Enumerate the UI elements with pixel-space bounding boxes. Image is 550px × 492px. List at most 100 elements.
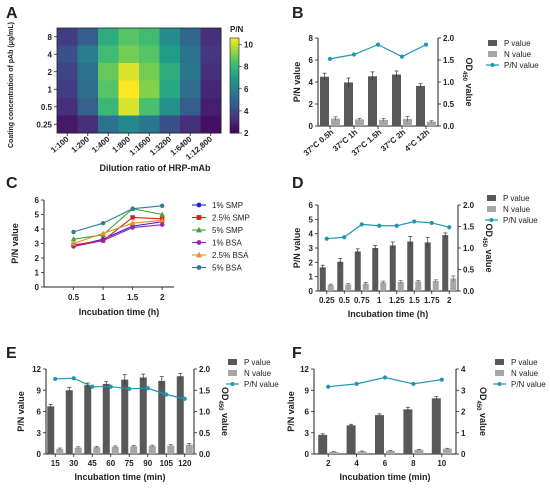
- series-point: [159, 211, 165, 217]
- y2-tick-label: 2.0: [199, 365, 211, 374]
- legend-swatch-marker: [196, 215, 202, 220]
- heatmap-cell: [98, 45, 119, 64]
- colorbar-segment: [230, 66, 239, 70]
- pn-value-point: [377, 223, 382, 228]
- pn-value-point: [108, 384, 113, 389]
- n-value-bar: [56, 448, 64, 454]
- x-tick-label: 90: [143, 459, 152, 468]
- legend-n-value-swatch: [495, 370, 504, 376]
- pn-value-point: [127, 386, 132, 391]
- y-tick-label: 5: [309, 215, 314, 224]
- heatmap-x-tick-label: 1:200: [70, 134, 92, 154]
- heatmap-cell: [118, 63, 140, 81]
- heatmap-cell: [139, 98, 160, 116]
- p-value-bar: [424, 242, 431, 291]
- colorbar-segment: [230, 130, 239, 134]
- legend-label: 5% SMP: [212, 226, 243, 235]
- series-line: [73, 205, 163, 233]
- pn-value-point: [382, 375, 388, 380]
- series-point: [159, 222, 165, 227]
- y2-tick-label: 1.5: [199, 386, 211, 395]
- heatmap-cell: [200, 63, 222, 81]
- colorbar-segment: [230, 109, 239, 113]
- y2-axis-title: OD450 value: [475, 387, 488, 436]
- y2-tick-label: 0: [461, 450, 466, 459]
- colorbar-segment: [230, 64, 239, 67]
- p-value-bar: [121, 379, 129, 454]
- y-tick-label: 3: [37, 429, 42, 438]
- legend-label: 1% SMP: [212, 201, 243, 210]
- heatmap-cell: [200, 80, 222, 99]
- pn-value-point: [90, 384, 95, 389]
- panel-letter-c: C: [6, 175, 18, 192]
- n-value-bar: [379, 119, 388, 126]
- heatmap-cell: [139, 80, 160, 99]
- x-tick-label: 10: [437, 459, 446, 468]
- panel-letter-b: B: [292, 5, 304, 22]
- heatmap-y-tick-label: 0.5: [41, 103, 53, 112]
- heatmap-cell: [200, 98, 222, 116]
- x-tick-label: 37°C 0.5h: [302, 128, 336, 158]
- heatmap-frame: [56, 27, 222, 134]
- y-axis-title: P/N value: [292, 228, 302, 269]
- pn-value-point: [351, 52, 357, 57]
- legend-pn-value-swatch-marker: [497, 382, 502, 386]
- heatmap-colorbar-title: P/N: [230, 25, 244, 34]
- colorbar-segment: [230, 80, 239, 84]
- heatmap-x-tick-label: 1:100: [49, 134, 71, 154]
- heatmap-cell: [180, 45, 201, 64]
- y2-tick-label: 2: [461, 408, 466, 417]
- y2-tick-label: 1.0: [463, 244, 475, 253]
- x-tick-label: 1: [377, 296, 382, 305]
- y2-tick-label: 0.5: [463, 266, 475, 275]
- heatmap-cell: [77, 45, 99, 64]
- legend-pn-value-label: P/N value: [504, 61, 539, 70]
- colorbar-segment: [230, 104, 239, 108]
- colorbar-segment: [230, 118, 239, 122]
- pn-value-point: [399, 54, 405, 59]
- p-value-bar: [320, 76, 329, 126]
- p-value-bar: [65, 390, 73, 454]
- p-value-bar: [47, 406, 55, 454]
- heatmap-cell: [77, 80, 99, 99]
- heatmap-y-axis-title: Coating concentration of pAb (μg/mL): [8, 22, 15, 148]
- legend-pn-value-label: P/N value: [244, 380, 279, 389]
- heatmap-y-tick-label: 8: [48, 33, 53, 42]
- heatmap-cell: [159, 28, 181, 46]
- heatmap-cell: [159, 63, 181, 81]
- y-tick-label: 4: [35, 225, 40, 234]
- y2-tick-label: 2.0: [463, 201, 475, 210]
- x-axis-title: Incubation time (h): [348, 309, 429, 319]
- series-point: [100, 238, 106, 243]
- legend-n-value-swatch: [228, 370, 237, 376]
- p-value-bar: [346, 425, 356, 454]
- legend-pn-value-label: P/N value: [503, 216, 538, 225]
- colorbar-tick-label: 10: [244, 41, 253, 50]
- p-value-bar: [416, 85, 425, 126]
- n-value-bar: [357, 451, 367, 454]
- heatmap-y-tick-label: 2: [48, 68, 53, 77]
- series-line: [73, 224, 163, 247]
- n-value-bar: [329, 451, 339, 454]
- p-value-bar: [389, 245, 396, 291]
- legend-p-value-swatch: [228, 359, 237, 365]
- n-value-bar: [380, 282, 387, 291]
- legend-p-value-swatch: [488, 40, 497, 46]
- colorbar-segment: [230, 78, 239, 82]
- series-point: [159, 217, 165, 223]
- y-tick-label: 3: [305, 429, 310, 438]
- pn-value-point: [375, 42, 381, 47]
- y-tick-label: 8: [309, 34, 314, 43]
- panel-letter-a: A: [6, 5, 18, 22]
- heatmap-cell: [118, 45, 140, 64]
- x-axis-title: Incubation time (min): [340, 472, 431, 482]
- x-tick-label: 1: [101, 293, 106, 302]
- colorbar-segment: [230, 73, 239, 77]
- p-value-bar: [442, 235, 449, 291]
- legend-pn-value-swatch-marker: [230, 382, 235, 386]
- colorbar-segment: [230, 57, 239, 60]
